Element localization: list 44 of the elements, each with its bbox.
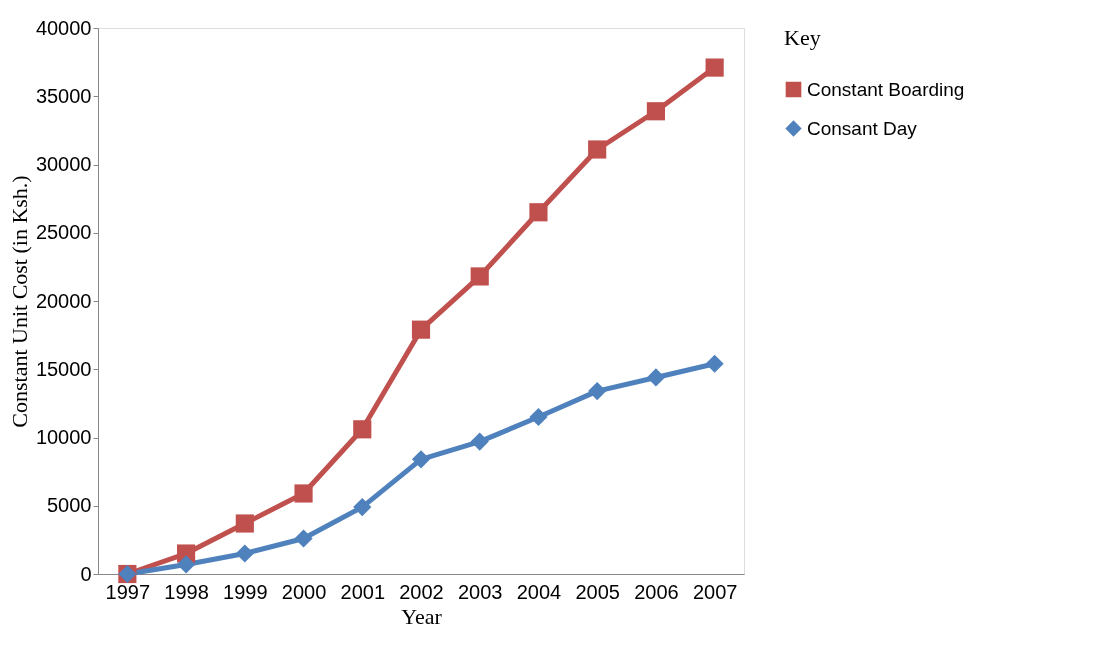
point [294,484,313,503]
x-tick-label: 1997 [105,580,151,603]
y-tick-label: 15000 [35,357,92,380]
y-tick-label: 0 [80,562,92,585]
y-axis-title: Constant Unit Cost (in Ksh.) [6,175,32,428]
point [411,450,431,469]
x-tick-label: 2003 [457,580,503,603]
point [411,320,431,339]
point [646,102,665,121]
x-tick-label: 2004 [516,580,562,603]
y-tick-label: 25000 [35,221,92,244]
legend-label: Constant Boarding [807,78,965,100]
point [705,58,724,77]
y-tick-label: 10000 [35,426,92,448]
x-tick-label: 2000 [281,580,327,603]
legend-label: Consant Day [807,117,918,139]
y-tick-label: 20000 [35,289,92,312]
y-tick-label: 35000 [35,84,92,107]
y-tick-label: 40000 [35,16,92,39]
x-tick-label: 1998 [164,580,209,603]
x-tick-label: 2002 [399,580,444,603]
point [470,432,489,451]
point [529,407,548,427]
x-tick-label: 1999 [223,580,268,603]
y-tick-label: 30000 [35,153,92,175]
point [294,529,313,548]
point [705,354,724,373]
y-tick-label: 5000 [47,494,92,517]
legend-title: Key [784,25,821,50]
x-tick-label: 2007 [692,580,738,603]
x-axis-title: Year [401,603,443,629]
point [646,368,665,387]
point [529,203,548,222]
x-tick-label: 2006 [634,580,679,603]
point [588,382,607,401]
point [235,514,254,533]
point [353,420,372,439]
x-tick-label: 2005 [575,580,620,603]
point [353,498,372,517]
point [470,267,489,286]
point [588,140,607,159]
point [235,544,254,563]
x-tick-label: 2001 [340,580,386,603]
point [177,555,196,574]
